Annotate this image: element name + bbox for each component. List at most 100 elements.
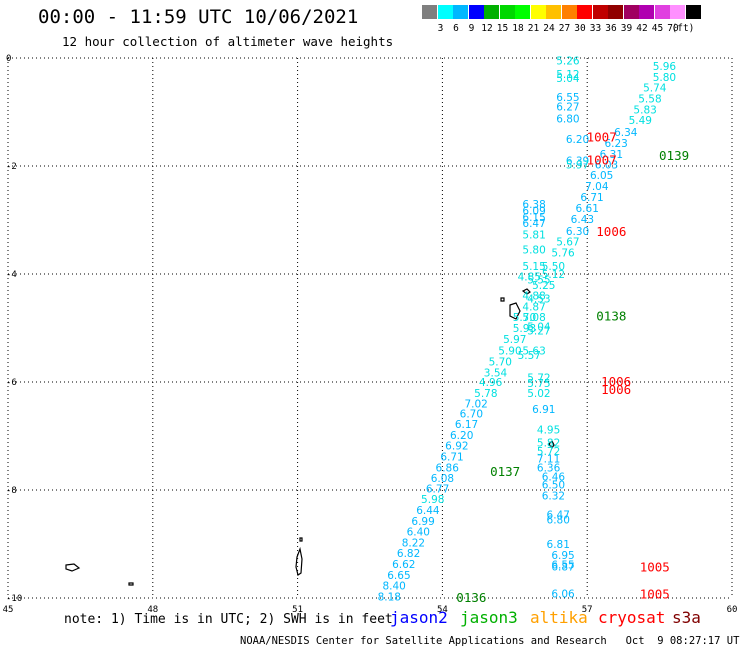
wave-height-reading: 5.55: [527, 274, 550, 286]
wave-height-reading: 6.55: [556, 92, 579, 104]
y-tick-label: 0: [6, 54, 11, 64]
wave-height-reading: 4.53: [527, 293, 550, 305]
legend-label: 27: [558, 23, 571, 34]
wave-height-reading: 6.71: [440, 452, 463, 464]
legend-label: 9: [468, 23, 475, 34]
wave-height-reading: 6.23: [604, 138, 627, 150]
wave-height-reading: 4.85: [518, 272, 541, 284]
x-tick-label: 48: [147, 605, 158, 615]
wave-height-reading: 6.32: [542, 490, 565, 502]
wave-height-reading: 5.80: [653, 72, 676, 84]
wave-height-reading: 6.30: [566, 226, 589, 238]
wave-height-reading: 5.82: [537, 437, 560, 449]
legend-label: 6: [453, 23, 459, 34]
satellite-altika: altika: [530, 608, 588, 627]
wave-height-reading: 6.17: [455, 419, 478, 431]
wave-height-reading: 6.03: [595, 159, 618, 171]
wave-height-reading: 5.63: [522, 346, 545, 358]
legend-swatch: [577, 5, 592, 19]
wave-height-reading: 7.02: [464, 399, 487, 411]
legend-swatch: [654, 5, 670, 19]
map-subtitle: 12 hour collection of altimeter wave hei…: [62, 34, 394, 49]
legend-label: 70: [667, 23, 679, 34]
wave-height-reading: 6.71: [580, 192, 603, 204]
y-tick-label: -2: [6, 162, 17, 172]
legend-label: 15: [496, 23, 509, 34]
island-outline: [299, 537, 303, 542]
pass-label: 1005: [640, 560, 670, 575]
legend-label: 3: [437, 23, 444, 34]
y-tick-label: -4: [6, 270, 17, 280]
wave-height-reading: 6.44: [416, 505, 440, 517]
wave-height-reading: 6.20: [566, 134, 589, 146]
wave-height-reading: 7.11: [537, 454, 560, 466]
wave-height-reading: 7.04: [585, 181, 609, 193]
pass-label: 1006: [601, 382, 631, 397]
legend-swatch: [484, 5, 499, 19]
wave-height-reading: 6.50: [542, 480, 565, 492]
legend-swatch: [515, 5, 530, 19]
wave-height-reading: 6.92: [445, 441, 468, 453]
island-outline: [65, 563, 81, 572]
x-tick-label: 45: [3, 605, 14, 615]
wave-height-reading: 6.36: [537, 462, 561, 474]
island-outline: [509, 302, 521, 320]
wave-height-reading: 6.39: [566, 156, 589, 168]
island-outline: [521, 288, 531, 295]
wave-height-reading: 5.83: [633, 104, 656, 116]
wave-height-reading: 6.77: [426, 483, 449, 495]
wave-height-reading: 6.80: [547, 515, 570, 527]
wave-height-reading: 5.12: [556, 69, 579, 81]
pass-label: 1007: [587, 153, 617, 168]
legend-swatch: [623, 5, 639, 19]
y-tick-label: -10: [6, 594, 22, 604]
legend-swatch: [670, 5, 685, 19]
wave-height-reading: 5.93: [513, 323, 536, 335]
legend-label: 36: [605, 23, 617, 34]
wave-height-reading: 5.49: [629, 115, 652, 127]
wave-height-reading: 3.54: [484, 367, 508, 379]
wave-height-reading: 5.27: [527, 326, 550, 338]
wave-height-reading: 5.81: [522, 230, 545, 242]
legend-label: 24: [543, 23, 555, 34]
legend-swatch: [592, 5, 608, 19]
wave-height-reading: 6.27: [556, 102, 579, 114]
wave-height-reading: 6.70: [460, 408, 483, 420]
wave-height-reading: 6.15: [522, 212, 545, 224]
satellite-jason2: jason2: [390, 608, 448, 627]
legend-label: 18: [512, 23, 524, 34]
legend-label: 12: [481, 23, 493, 34]
x-tick-label: 57: [582, 605, 593, 615]
island-outline: [128, 582, 134, 586]
wave-height-reading: 5.70: [489, 356, 512, 368]
map-title: 00:00 - 11:59 UTC 10/06/2021: [38, 6, 359, 28]
legend-label: 42: [636, 23, 648, 34]
wave-height-reading: 5.72: [527, 373, 550, 385]
island-outline: [295, 546, 303, 576]
legend-swatch: [422, 5, 437, 19]
wave-height-reading: 6.34: [614, 127, 638, 139]
legend-swatch: [685, 5, 701, 19]
wave-height-reading: 6.81: [547, 539, 570, 551]
wave-height-reading: 8.40: [382, 581, 405, 593]
wave-height-reading: 5.26: [556, 56, 580, 68]
legend-swatch: [453, 5, 468, 19]
legend-label: 39: [620, 23, 633, 34]
wave-height-reading: 5.72: [537, 446, 560, 458]
wave-height-reading: 6.43: [571, 214, 594, 226]
wave-height-reading: 8.22: [402, 537, 425, 549]
wave-height-reading: 6.86: [436, 462, 460, 474]
wave-height-reading: 6.38: [522, 199, 545, 211]
wave-height-reading: 6.87: [551, 562, 574, 574]
legend-swatch: [437, 5, 453, 19]
wave-height-reading: 5.50: [542, 261, 565, 273]
wave-height-reading: 5.97: [566, 159, 589, 171]
legend-swatch: [468, 5, 484, 19]
legend-swatch: [499, 5, 515, 19]
wave-height-reading: 4.87: [522, 301, 545, 313]
wave-height-reading: 5.78: [474, 388, 497, 400]
pass-label: 0139: [659, 148, 689, 163]
wave-height-reading: 5.25: [532, 280, 555, 292]
wave-height-reading: 5.75: [527, 378, 550, 390]
wave-height-reading: 5.98: [421, 494, 444, 506]
